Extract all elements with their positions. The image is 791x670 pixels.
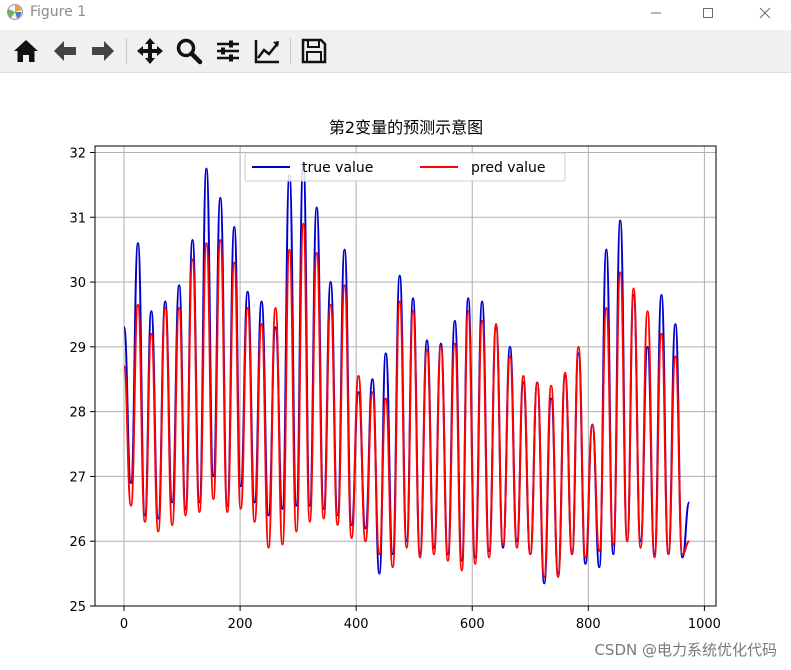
minimize-button[interactable] [633, 0, 679, 26]
legend-label-pred-value: pred value [471, 160, 546, 176]
x-tick-label: 1000 [688, 617, 721, 632]
figure-canvas: 0 200 400 600 800 1000 25 26 27 28 29 30 31 32 第2变量的预… [0, 73, 791, 666]
close-icon [759, 7, 771, 19]
sliders-icon [217, 40, 239, 62]
arrow-left-icon [54, 41, 76, 61]
y-tick-label: 26 [69, 535, 86, 550]
y-tick-label: 25 [69, 600, 86, 615]
series-line-pred-value [123, 222, 690, 578]
chart-title: 第2变量的预测示意图 [329, 118, 483, 137]
edit-axis-button[interactable] [251, 35, 283, 67]
floppy-disk-icon [301, 38, 327, 64]
title-bar: Figure 1 [0, 0, 791, 26]
toolbar-separator [126, 38, 127, 64]
pan-button[interactable] [134, 35, 166, 67]
navigation-toolbar [0, 30, 791, 73]
legend-label-true-value: true value [302, 160, 373, 176]
x-tick-label: 800 [576, 617, 601, 632]
y-tick-label: 29 [69, 341, 86, 356]
watermark: CSDN @电力系统优化代码 [594, 641, 777, 659]
y-tick-label: 28 [69, 406, 86, 421]
back-button[interactable] [49, 35, 81, 67]
home-icon [14, 40, 38, 62]
window-title: Figure 1 [30, 4, 87, 20]
y-tick-label: 27 [69, 470, 86, 485]
maximize-button[interactable] [685, 0, 731, 26]
y-tick-label: 30 [69, 276, 86, 291]
x-tick-label: 200 [228, 617, 253, 632]
home-button[interactable] [10, 35, 42, 67]
forward-button[interactable] [87, 35, 119, 67]
x-tick-label: 0 [120, 617, 128, 632]
close-button[interactable] [742, 0, 788, 26]
legend: true value pred value [244, 152, 566, 182]
arrow-right-icon [92, 41, 114, 61]
save-button[interactable] [298, 35, 330, 67]
toolbar-separator [290, 38, 291, 64]
matplotlib-icon [7, 4, 23, 20]
line-chart-icon [254, 40, 279, 64]
minimize-icon [651, 12, 661, 14]
y-tick-label: 32 [69, 146, 86, 161]
move-icon [137, 38, 163, 64]
zoom-button[interactable] [173, 35, 205, 67]
x-tick-label: 400 [344, 617, 369, 632]
y-tick-label: 31 [69, 211, 86, 226]
configure-subplots-button[interactable] [212, 35, 244, 67]
maximize-icon [703, 8, 713, 18]
magnifier-icon [176, 38, 203, 65]
line-chart: 0 200 400 600 800 1000 25 26 27 28 29 30 31 32 第2变量的预… [69, 118, 721, 632]
x-tick-label: 600 [460, 617, 485, 632]
